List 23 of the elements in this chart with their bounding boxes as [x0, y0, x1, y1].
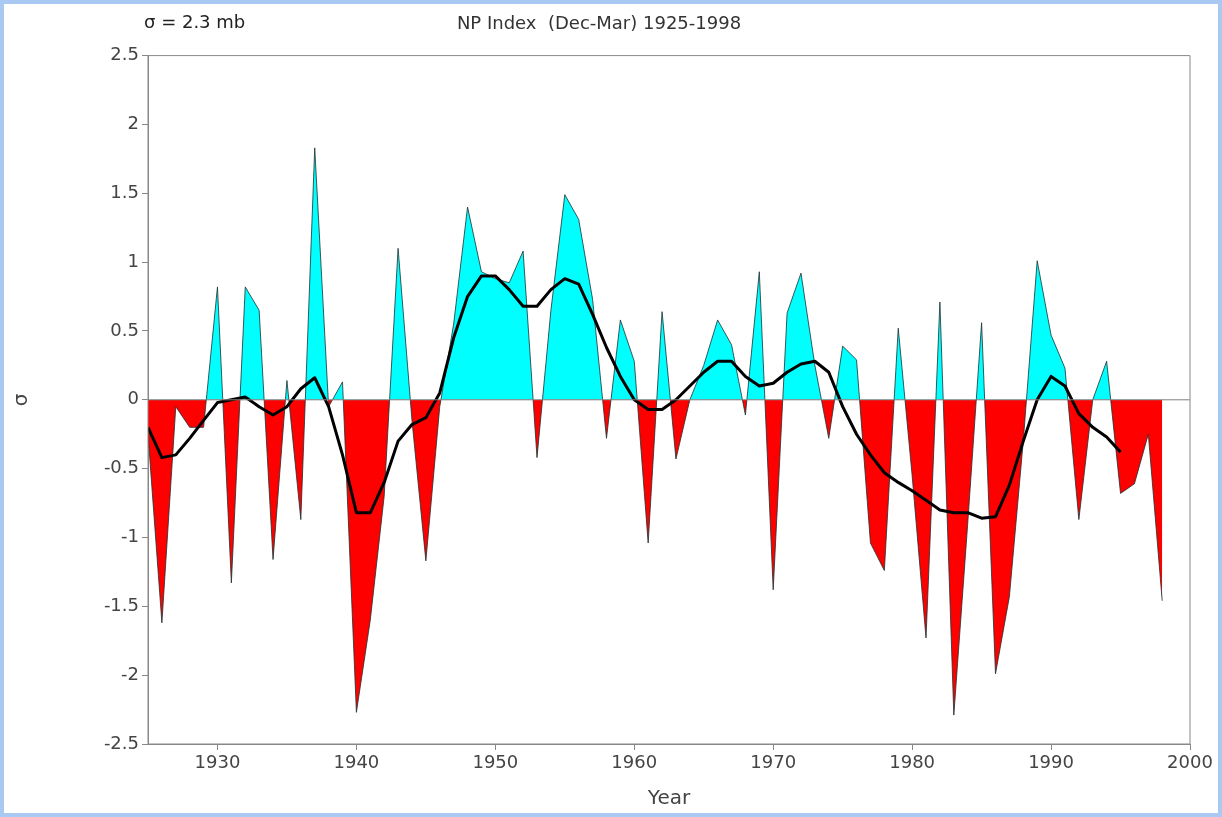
y-tick-label: 0.5 [110, 318, 139, 340]
x-tick-label: 1940 [333, 751, 380, 773]
x-tick-label: 1990 [1028, 751, 1074, 773]
y-tick-label: -2 [121, 662, 139, 684]
chart-title: NP Index (Dec-Mar) 1925-1998 [456, 12, 742, 34]
y-tick-label: 1.5 [110, 180, 139, 202]
x-tick-label: 1980 [889, 751, 936, 773]
x-tick-label: 1960 [611, 751, 658, 773]
y-tick-label: 2.5 [110, 43, 139, 65]
x-tick-label: 2000 [1167, 751, 1213, 773]
x-axis-title: Year [646, 785, 691, 810]
x-tick-label: 1950 [472, 751, 519, 773]
y-tick-label: 1 [127, 249, 139, 271]
x-tick-label: 1930 [194, 751, 241, 773]
y-tick-label: 2 [127, 112, 139, 134]
y-tick-label: -0.5 [103, 456, 139, 478]
y-tick-label: -2.5 [103, 731, 139, 753]
y-tick-label: 0 [127, 387, 139, 409]
x-tick-label: 1970 [750, 751, 797, 773]
y-tick-label: -1 [121, 525, 139, 547]
y-axis-title: σ [8, 393, 33, 407]
y-tick-label: -1.5 [103, 593, 139, 615]
text: σ = 2.3 mb [144, 11, 246, 32]
